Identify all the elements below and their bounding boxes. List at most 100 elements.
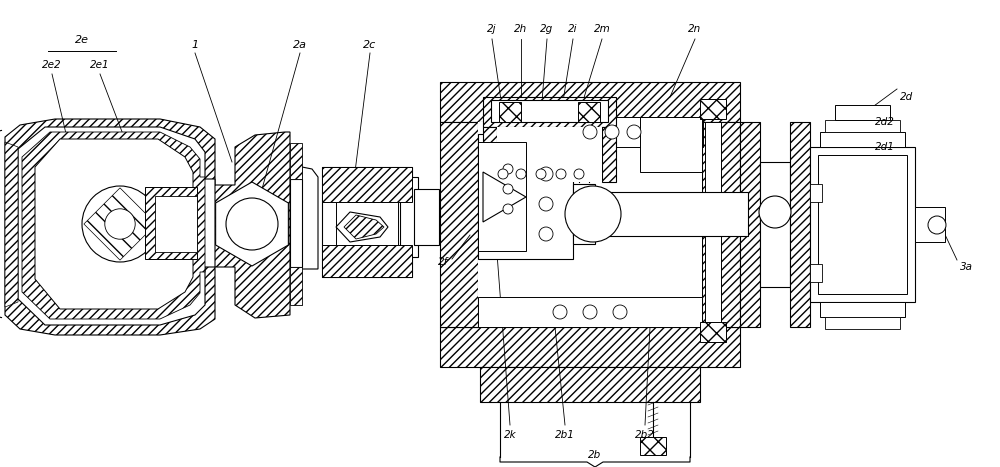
- Polygon shape: [5, 119, 290, 335]
- Text: 2d2: 2d2: [875, 117, 895, 127]
- Bar: [705, 122, 721, 327]
- Bar: [336, 202, 398, 245]
- Text: 2i: 2i: [568, 24, 578, 34]
- Polygon shape: [84, 188, 156, 260]
- Circle shape: [605, 125, 619, 139]
- Polygon shape: [35, 139, 193, 309]
- Text: 2m: 2m: [594, 24, 610, 34]
- Bar: [818, 155, 907, 294]
- Polygon shape: [302, 167, 318, 269]
- Bar: [573, 192, 748, 236]
- Circle shape: [574, 169, 584, 179]
- Bar: [499, 102, 521, 122]
- Text: 1: 1: [191, 40, 199, 50]
- Polygon shape: [483, 172, 526, 222]
- Bar: [440, 327, 740, 367]
- Circle shape: [613, 305, 627, 319]
- Bar: [810, 184, 822, 202]
- Polygon shape: [5, 142, 18, 307]
- Bar: [483, 97, 616, 127]
- Text: 2a: 2a: [293, 40, 307, 50]
- Text: 2k: 2k: [504, 430, 516, 440]
- Bar: [700, 322, 726, 342]
- Bar: [478, 134, 573, 259]
- Circle shape: [536, 169, 546, 179]
- Circle shape: [928, 216, 946, 234]
- Circle shape: [553, 305, 567, 319]
- Bar: [825, 120, 900, 132]
- Bar: [290, 179, 302, 267]
- Circle shape: [627, 125, 641, 139]
- Circle shape: [565, 186, 621, 242]
- Circle shape: [539, 227, 553, 241]
- Bar: [478, 142, 526, 251]
- Bar: [602, 127, 616, 182]
- Bar: [400, 177, 418, 257]
- Bar: [820, 302, 905, 317]
- Bar: [440, 82, 740, 122]
- Bar: [290, 143, 302, 179]
- Text: 2d1: 2d1: [875, 142, 895, 152]
- Bar: [790, 122, 810, 327]
- Text: 2n: 2n: [688, 24, 702, 34]
- Bar: [322, 167, 412, 277]
- Polygon shape: [216, 182, 288, 266]
- Bar: [414, 189, 439, 245]
- Bar: [155, 196, 197, 252]
- Text: 3a: 3a: [960, 262, 973, 272]
- Bar: [145, 187, 197, 259]
- Text: 2e2: 2e2: [42, 60, 62, 70]
- Circle shape: [503, 184, 513, 194]
- Text: 2b1: 2b1: [555, 430, 575, 440]
- Bar: [702, 122, 740, 327]
- Bar: [322, 167, 412, 202]
- Bar: [497, 127, 602, 182]
- Circle shape: [498, 169, 508, 179]
- Text: 2h: 2h: [514, 24, 528, 34]
- Circle shape: [503, 164, 513, 174]
- Text: 2c: 2c: [363, 40, 377, 50]
- Text: 2e1: 2e1: [90, 60, 110, 70]
- Circle shape: [556, 169, 566, 179]
- Circle shape: [105, 209, 135, 239]
- Bar: [640, 117, 702, 172]
- Text: 2g: 2g: [540, 24, 554, 34]
- Bar: [825, 317, 900, 329]
- Circle shape: [516, 169, 526, 179]
- Polygon shape: [18, 127, 215, 325]
- Text: 2d: 2d: [900, 92, 913, 102]
- Bar: [480, 367, 700, 402]
- Bar: [760, 162, 790, 287]
- Text: 2b: 2b: [588, 450, 602, 460]
- Bar: [640, 437, 666, 455]
- Polygon shape: [336, 212, 388, 242]
- Text: 2b2: 2b2: [635, 430, 655, 440]
- Bar: [483, 127, 497, 182]
- Text: 2j: 2j: [487, 24, 497, 34]
- Circle shape: [583, 125, 597, 139]
- Circle shape: [759, 196, 791, 228]
- Text: 2e: 2e: [75, 35, 89, 45]
- Bar: [478, 297, 702, 327]
- Text: 2f: 2f: [438, 257, 448, 267]
- Bar: [740, 122, 760, 327]
- Circle shape: [503, 204, 513, 214]
- Bar: [820, 132, 905, 147]
- Circle shape: [539, 197, 553, 211]
- Bar: [440, 122, 478, 327]
- Bar: [478, 122, 702, 327]
- Bar: [578, 102, 600, 122]
- Bar: [810, 264, 822, 282]
- Bar: [915, 207, 945, 242]
- Bar: [290, 267, 302, 305]
- Bar: [573, 117, 703, 147]
- Circle shape: [539, 167, 553, 181]
- Bar: [700, 99, 726, 119]
- Bar: [835, 105, 890, 120]
- Circle shape: [226, 198, 278, 250]
- Bar: [322, 245, 412, 277]
- Polygon shape: [344, 215, 384, 239]
- Circle shape: [82, 186, 158, 262]
- Circle shape: [583, 305, 597, 319]
- Polygon shape: [22, 132, 205, 319]
